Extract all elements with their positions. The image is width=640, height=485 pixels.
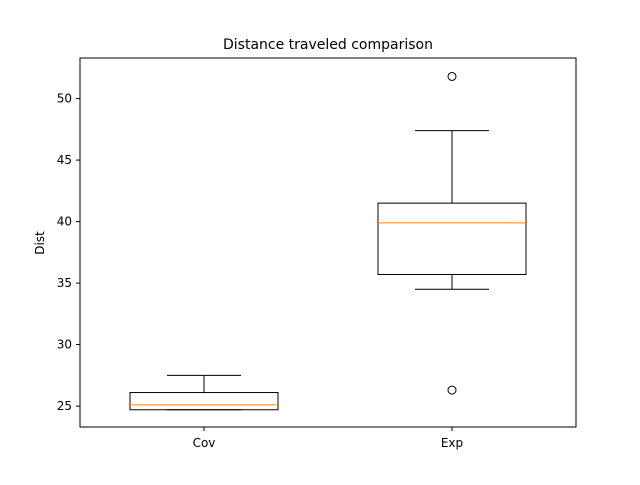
y-tick-label-3: 40 (57, 215, 72, 229)
plot-frame (79, 57, 577, 428)
chart-title: Distance traveled comparison (223, 37, 433, 53)
box-exp (377, 202, 527, 275)
y-tick-label-2: 35 (57, 276, 72, 290)
y-tick-label-0: 25 (57, 399, 72, 413)
y-tick-label-1: 30 (57, 338, 72, 352)
plot-area (129, 71, 527, 411)
outlier-exp-0 (447, 71, 457, 81)
box-cov (129, 392, 279, 411)
y-tick-label-5: 50 (57, 92, 72, 106)
x-tick-label-exp: Exp (441, 436, 463, 450)
x-tick-label-cov: Cov (193, 436, 216, 450)
y-axis-label: Dist (33, 231, 47, 255)
y-tick-label-4: 45 (57, 153, 72, 167)
outlier-exp-1 (447, 385, 457, 395)
